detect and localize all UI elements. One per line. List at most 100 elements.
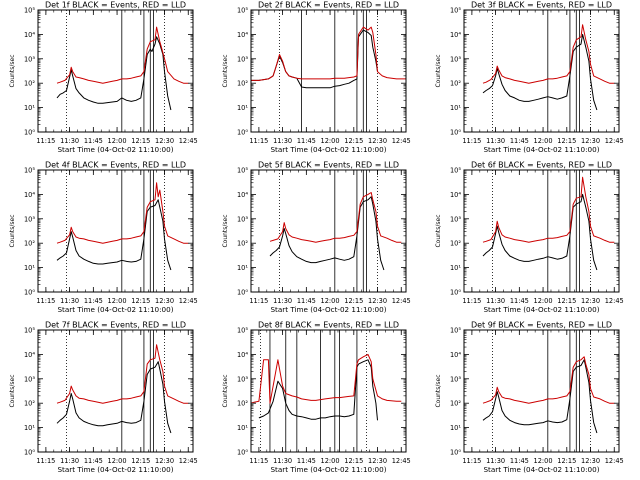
x-tick-label: 12:15: [131, 297, 150, 305]
y-tick-label: 10⁵: [237, 327, 248, 335]
x-tick-label: 11:45: [510, 457, 529, 465]
y-tick-label: 10⁴: [450, 31, 461, 39]
events-series-line: [482, 33, 598, 111]
y-tick-label: 10⁰: [24, 449, 35, 457]
y-tick-label: 10¹: [24, 104, 35, 112]
x-tick-label: 11:45: [297, 297, 316, 305]
x-tick-label: 12:00: [534, 457, 553, 465]
x-tick-label: 12:15: [557, 457, 576, 465]
y-tick-label: 10²: [237, 400, 248, 408]
y-axis-label: Counts/sec: [222, 374, 229, 407]
y-tick-label: 10⁴: [24, 191, 35, 199]
y-tick-label: 10³: [450, 55, 461, 63]
x-tick-label: 12:45: [392, 297, 411, 305]
x-axis-label: Start Time (04-Oct-02 11:10:00): [58, 305, 174, 314]
y-tick-label: 10¹: [450, 264, 461, 272]
lld-series-line: [482, 176, 615, 243]
y-tick-label: 10⁴: [24, 31, 35, 39]
y-axis-label: Counts/sec: [435, 374, 442, 407]
y-tick-label: 10¹: [24, 424, 35, 432]
events-series-line: [482, 193, 598, 271]
y-tick-label: 10⁵: [24, 7, 35, 15]
y-tick-label: 10⁰: [24, 129, 35, 137]
y-tick-label: 10²: [237, 240, 248, 248]
x-tick-label: 11:15: [462, 297, 481, 305]
y-tick-label: 10²: [450, 240, 461, 248]
x-tick-label: 11:30: [60, 297, 79, 305]
x-tick-label: 12:30: [368, 137, 387, 145]
y-axis-label: Counts/sec: [9, 374, 16, 407]
plot-frame: [463, 329, 620, 453]
y-tick-label: 10¹: [237, 424, 248, 432]
x-tick-label: 11:30: [273, 297, 292, 305]
y-tick-label: 10⁵: [450, 327, 461, 335]
x-tick-label: 11:15: [462, 137, 481, 145]
x-tick-label: 12:00: [321, 457, 340, 465]
panel-title: Det 1f BLACK = Events, RED = LLD: [45, 1, 186, 10]
y-tick-label: 10⁵: [450, 167, 461, 175]
y-axis-label: Counts/sec: [435, 54, 442, 87]
lld-series-line: [56, 344, 189, 404]
x-tick-label: 12:45: [179, 457, 198, 465]
x-tick-label: 12:15: [131, 137, 150, 145]
x-axis-label: Start Time (04-Oct-02 11:10:00): [271, 145, 387, 154]
y-tick-label: 10¹: [450, 424, 461, 432]
y-tick-label: 10¹: [237, 264, 248, 272]
x-tick-label: 12:45: [605, 137, 624, 145]
x-tick-label: 11:45: [84, 297, 103, 305]
y-tick-label: 10⁰: [237, 129, 248, 137]
events-series-line: [56, 199, 172, 271]
y-tick-label: 10³: [24, 55, 35, 63]
x-tick-label: 11:15: [462, 457, 481, 465]
x-tick-label: 11:15: [249, 457, 268, 465]
y-tick-label: 10⁴: [450, 191, 461, 199]
x-axis-label: Start Time (04-Oct-02 11:10:00): [58, 465, 174, 474]
y-tick-label: 10⁴: [237, 31, 248, 39]
x-tick-label: 11:15: [36, 137, 55, 145]
x-tick-label: 12:00: [108, 297, 127, 305]
x-tick-label: 11:15: [36, 297, 55, 305]
y-tick-label: 10¹: [24, 264, 35, 272]
x-tick-label: 12:30: [155, 297, 174, 305]
events-series-line: [258, 359, 378, 421]
y-tick-label: 10³: [24, 215, 35, 223]
x-axis-label: Start Time (04-Oct-02 11:10:00): [484, 305, 600, 314]
plot-frame: [463, 169, 620, 293]
x-tick-label: 12:30: [155, 137, 174, 145]
x-tick-label: 11:30: [60, 457, 79, 465]
x-tick-label: 12:30: [581, 457, 600, 465]
y-tick-label: 10⁰: [237, 449, 248, 457]
y-tick-label: 10⁰: [450, 449, 461, 457]
panel-title: Det 7f BLACK = Events, RED = LLD: [45, 321, 186, 330]
y-tick-label: 10²: [24, 240, 35, 248]
y-tick-label: 10³: [450, 375, 461, 383]
x-tick-label: 11:45: [297, 457, 316, 465]
detector-panel: Det 6f BLACK = Events, RED = LLD 10⁰ 10¹ 10…: [435, 161, 624, 315]
y-axis-label: Counts/sec: [435, 214, 442, 247]
x-tick-label: 12:00: [534, 297, 553, 305]
x-tick-label: 12:30: [368, 297, 387, 305]
x-tick-label: 12:30: [155, 457, 174, 465]
y-tick-label: 10⁰: [237, 289, 248, 297]
y-tick-label: 10⁴: [237, 191, 248, 199]
y-tick-label: 10⁵: [237, 167, 248, 175]
x-axis-label: Start Time (04-Oct-02 11:10:00): [271, 465, 387, 474]
y-tick-label: 10⁵: [450, 7, 461, 15]
plot-frame: [37, 169, 194, 293]
x-tick-label: 12:45: [179, 297, 198, 305]
y-tick-label: 10⁰: [450, 289, 461, 297]
detector-panel: Det 9f BLACK = Events, RED = LLD 10⁰ 10¹ 10…: [435, 321, 624, 475]
lld-series-line: [251, 353, 402, 404]
lld-series-line: [251, 26, 406, 81]
detector-panel: Det 5f BLACK = Events, RED = LLD 10⁰ 10¹ 10…: [222, 161, 411, 315]
panel-title: Det 2f BLACK = Events, RED = LLD: [258, 1, 399, 10]
events-series-line: [56, 361, 172, 434]
y-axis-label: Counts/sec: [9, 214, 16, 247]
x-tick-label: 11:30: [60, 137, 79, 145]
y-tick-label: 10³: [237, 375, 248, 383]
y-tick-label: 10⁴: [237, 351, 248, 359]
x-tick-label: 11:45: [297, 137, 316, 145]
x-tick-label: 12:45: [179, 137, 198, 145]
detector-panel: Det 3f BLACK = Events, RED = LLD 10⁰ 10¹ 10…: [435, 1, 624, 155]
events-series-line: [56, 36, 172, 111]
